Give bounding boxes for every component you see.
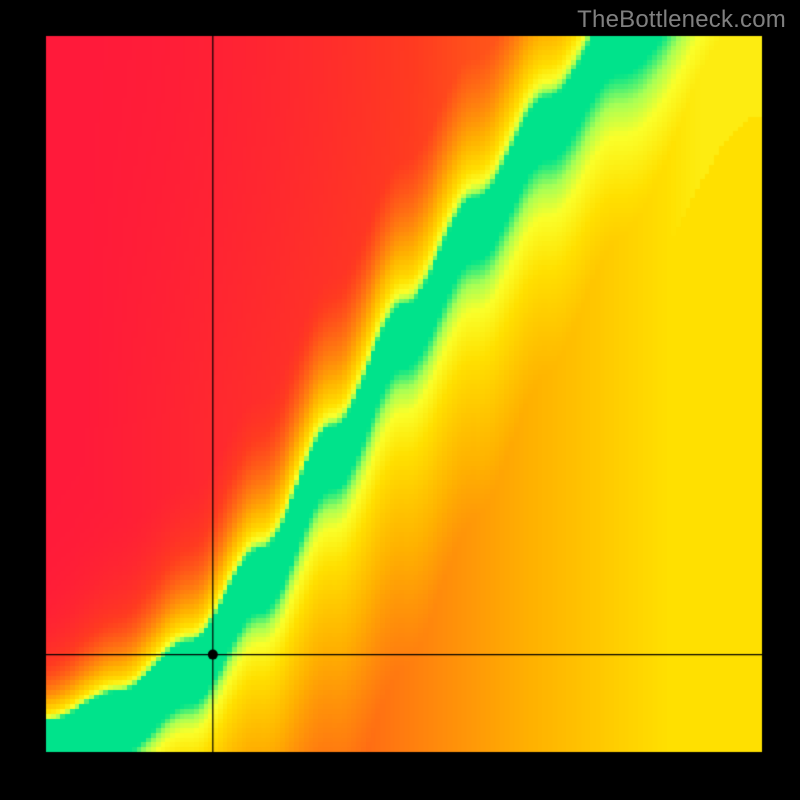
watermark-text: TheBottleneck.com	[577, 6, 786, 34]
chart-container: TheBottleneck.com	[0, 0, 800, 800]
bottleneck-heatmap	[0, 0, 800, 800]
